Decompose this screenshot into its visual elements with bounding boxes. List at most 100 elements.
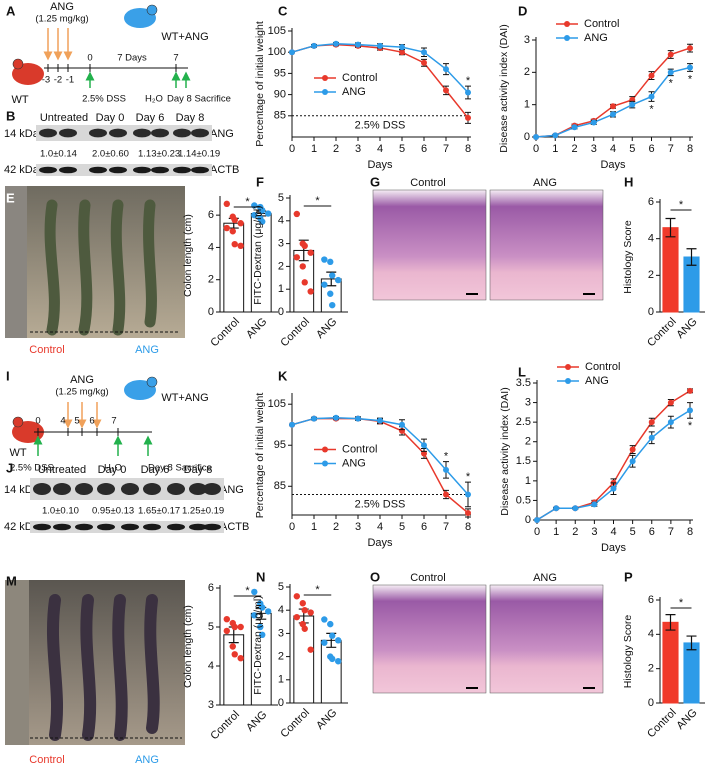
x-tick-label: 3	[591, 143, 597, 155]
blot-band	[151, 128, 169, 138]
blot-band	[89, 166, 107, 174]
timeline-label: 7	[173, 53, 178, 64]
data-point	[421, 450, 427, 457]
data-point	[533, 134, 539, 140]
blot-band	[89, 128, 107, 138]
data-point	[333, 40, 339, 47]
blot-band	[33, 482, 51, 496]
data-point	[293, 210, 301, 218]
data-point	[667, 69, 674, 76]
legend-marker	[322, 460, 328, 467]
blot-band	[189, 482, 207, 496]
series-line	[535, 47, 691, 138]
x-tick-label: 6	[649, 526, 655, 538]
data-point	[327, 258, 334, 266]
data-point	[421, 59, 427, 66]
timeline-label: 6	[89, 416, 94, 427]
lane-label: Untreated	[40, 112, 88, 124]
data-point	[534, 517, 540, 523]
blot-band	[143, 523, 161, 531]
y-tick-label: 5	[208, 621, 214, 633]
data-point	[293, 613, 301, 621]
blot-band	[203, 482, 221, 496]
significance-marker: *	[315, 584, 320, 596]
data-point	[421, 442, 427, 449]
significance-marker: *	[245, 585, 250, 597]
data-point	[237, 655, 244, 662]
data-point	[301, 242, 308, 250]
y-tick-label: 0	[208, 306, 214, 318]
x-tick-label: 4	[610, 526, 616, 538]
error-bar	[686, 635, 697, 651]
quantification: 1.25±0.19	[182, 506, 224, 517]
quantification: 0.95±0.13	[92, 506, 134, 517]
caption: ANG	[533, 177, 557, 189]
protein-label: ANG	[210, 128, 234, 140]
data-point	[443, 87, 449, 94]
data-point	[355, 415, 361, 422]
data-point	[223, 616, 231, 623]
quantification: 2.0±0.60	[92, 149, 129, 160]
blot-band	[167, 482, 185, 496]
dose-label: (1.25 mg/kg)	[35, 14, 88, 25]
y-tick-label: 0	[524, 131, 530, 143]
y-tick-label: 0	[525, 514, 531, 526]
panel-label: M	[6, 573, 17, 588]
legend-marker	[322, 446, 328, 453]
legend-marker	[565, 378, 571, 384]
panel-label: H	[624, 174, 633, 189]
panel-label: C	[278, 3, 288, 18]
blot-band	[189, 523, 207, 531]
start-label: WT	[11, 94, 28, 106]
data-point	[231, 623, 238, 631]
data-point	[629, 101, 636, 108]
schematic-i: I ANG (1.25 mg/kg) 0 4 5 6 7 WT+ANG WT 2…	[6, 368, 212, 473]
series-line	[291, 43, 469, 119]
y-tick-label: 0	[648, 306, 654, 318]
bar	[320, 639, 342, 704]
y-tick-label: 0	[278, 306, 284, 318]
x-tick-label: 3	[355, 521, 361, 533]
data-point	[231, 216, 238, 224]
blot-band	[109, 166, 127, 174]
x-tick-label: 7	[668, 526, 674, 538]
data-point	[311, 42, 317, 49]
data-point	[259, 218, 266, 225]
data-point	[465, 491, 471, 498]
data-point	[327, 290, 334, 297]
mouse-ear	[12, 416, 24, 428]
panel-label: B	[6, 108, 15, 123]
y-tick-label: 3	[208, 699, 214, 711]
y-tick-label: 3.5	[516, 377, 531, 389]
data-point	[465, 114, 471, 121]
y-tick-label: 6	[208, 209, 214, 221]
data-point	[307, 609, 314, 616]
blot-band	[143, 482, 161, 496]
y-tick-label: 2	[278, 651, 284, 663]
data-point	[289, 49, 295, 56]
data-point	[257, 623, 264, 631]
caption: Control	[410, 572, 445, 584]
interval-label: 7 Days	[117, 53, 147, 64]
significance-marker: *	[688, 420, 693, 432]
y-tick-label: 2	[648, 663, 654, 675]
series-line	[536, 409, 691, 521]
data-point	[264, 210, 272, 217]
data-point	[329, 272, 336, 279]
x-tick-label: ANG	[244, 709, 269, 734]
x-tick-label: 2	[333, 521, 339, 533]
y-tick-label: 90	[274, 89, 286, 101]
data-point	[591, 501, 598, 508]
timeline-label: 7	[111, 416, 116, 427]
data-point	[237, 242, 244, 250]
series-line	[535, 66, 691, 138]
data-point	[667, 399, 674, 406]
x-tick-label: 5	[629, 143, 635, 155]
protein-label: ACTB	[210, 164, 239, 176]
blot-band	[109, 128, 127, 138]
y-axis-label: Percentage of initial weight	[254, 21, 266, 147]
panel-label: I	[6, 368, 10, 383]
data-point	[229, 643, 236, 650]
significance-marker: *	[444, 451, 449, 463]
x-tick-label: 7	[443, 521, 449, 533]
